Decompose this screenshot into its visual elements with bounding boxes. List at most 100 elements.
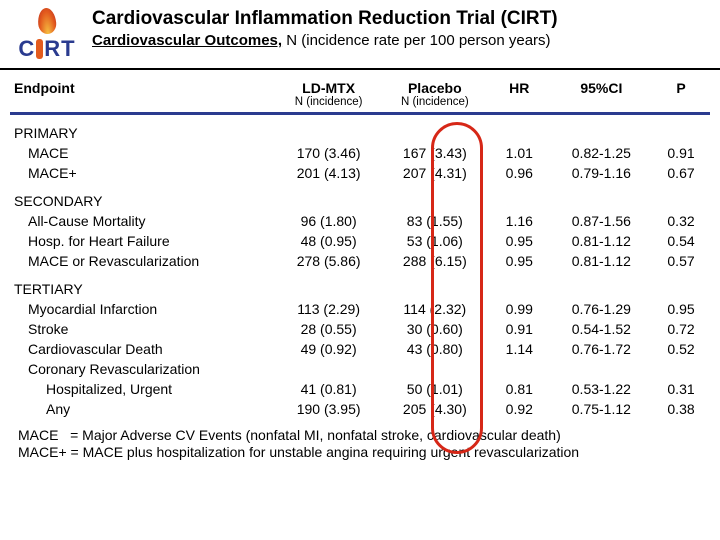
table-row: MACE170 (3.46)167 (3.43)1.010.82-1.250.9… xyxy=(10,143,710,163)
ci-cell: 0.82-1.25 xyxy=(551,143,652,163)
footnote-maceplus: MACE+ = MACE plus hospitalization for un… xyxy=(18,444,702,461)
ci-cell: 0.79-1.16 xyxy=(551,163,652,183)
ldmtx-cell xyxy=(276,359,382,379)
ldmtx-cell: 28 (0.55) xyxy=(276,319,382,339)
endpoint-cell: Hosp. for Heart Failure xyxy=(10,231,276,251)
endpoint-cell: Coronary Revascularization xyxy=(10,359,276,379)
p-cell: 0.95 xyxy=(652,299,710,319)
section-label: PRIMARY xyxy=(10,114,276,144)
logo-i-flame-icon xyxy=(36,39,43,59)
ci-cell: 0.81-1.12 xyxy=(551,251,652,271)
hr-cell: 0.81 xyxy=(488,379,551,399)
ldmtx-cell: 190 (3.95) xyxy=(276,399,382,419)
placebo-cell: 114 (2.32) xyxy=(382,299,488,319)
ci-cell: 0.54-1.52 xyxy=(551,319,652,339)
section-header-row: TERTIARY xyxy=(10,271,710,299)
table-body: PRIMARYMACE170 (3.46)167 (3.43)1.010.82-… xyxy=(10,114,710,420)
ci-cell: 0.87-1.56 xyxy=(551,211,652,231)
p-cell: 0.67 xyxy=(652,163,710,183)
header: C RT Cardiovascular Inflammation Reducti… xyxy=(0,0,720,70)
placebo-cell: 50 (1.01) xyxy=(382,379,488,399)
titles: Cardiovascular Inflammation Reduction Tr… xyxy=(92,8,708,49)
table-row: Cardiovascular Death49 (0.92)43 (0.80)1.… xyxy=(10,339,710,359)
p-cell: 0.32 xyxy=(652,211,710,231)
section-label: SECONDARY xyxy=(10,183,276,211)
endpoint-cell: Myocardial Infarction xyxy=(10,299,276,319)
p-cell xyxy=(652,359,710,379)
hr-cell: 1.14 xyxy=(488,339,551,359)
subtitle-rest: N (incidence rate per 100 person years) xyxy=(282,32,550,49)
table-row: MACE+201 (4.13)207 (4.31)0.960.79-1.160.… xyxy=(10,163,710,183)
ldmtx-cell: 96 (1.80) xyxy=(276,211,382,231)
p-cell: 0.31 xyxy=(652,379,710,399)
col-endpoint-label: Endpoint xyxy=(14,80,75,96)
col-endpoint: Endpoint xyxy=(10,76,276,114)
placebo-cell xyxy=(382,359,488,379)
col-hr-label: HR xyxy=(509,80,529,96)
section-header-row: SECONDARY xyxy=(10,183,710,211)
logo-rt: RT xyxy=(44,36,75,62)
table-header-row: Endpoint LD-MTXN (incidence) PlaceboN (i… xyxy=(10,76,710,114)
placebo-cell: 167 (3.43) xyxy=(382,143,488,163)
hr-cell xyxy=(488,359,551,379)
p-cell: 0.52 xyxy=(652,339,710,359)
hr-cell: 1.01 xyxy=(488,143,551,163)
placebo-cell: 30 (0.60) xyxy=(382,319,488,339)
hr-cell: 0.99 xyxy=(488,299,551,319)
hr-cell: 1.16 xyxy=(488,211,551,231)
placebo-cell: 83 (1.55) xyxy=(382,211,488,231)
placebo-cell: 53 (1.06) xyxy=(382,231,488,251)
table-row: All-Cause Mortality96 (1.80)83 (1.55)1.1… xyxy=(10,211,710,231)
p-cell: 0.91 xyxy=(652,143,710,163)
hr-cell: 0.91 xyxy=(488,319,551,339)
hr-cell: 0.95 xyxy=(488,251,551,271)
ci-cell xyxy=(551,359,652,379)
col-p-label: P xyxy=(676,80,685,96)
ci-cell: 0.75-1.12 xyxy=(551,399,652,419)
logo-text: C RT xyxy=(18,36,75,62)
col-hr: HR xyxy=(488,76,551,114)
col-p: P xyxy=(652,76,710,114)
endpoint-cell: MACE+ xyxy=(10,163,276,183)
col-ldmtx: LD-MTXN (incidence) xyxy=(276,76,382,114)
p-cell: 0.57 xyxy=(652,251,710,271)
ci-cell: 0.81-1.12 xyxy=(551,231,652,251)
table-row: Stroke28 (0.55)30 (0.60)0.910.54-1.520.7… xyxy=(10,319,710,339)
endpoint-cell: MACE xyxy=(10,143,276,163)
table-row: Hosp. for Heart Failure48 (0.95)53 (1.06… xyxy=(10,231,710,251)
ldmtx-cell: 48 (0.95) xyxy=(276,231,382,251)
ldmtx-cell: 49 (0.92) xyxy=(276,339,382,359)
subtitle-underlined: Cardiovascular Outcomes, xyxy=(92,32,282,49)
table-container: Endpoint LD-MTXN (incidence) PlaceboN (i… xyxy=(0,70,720,419)
table-row: Any190 (3.95)205 (4.30)0.920.75-1.120.38 xyxy=(10,399,710,419)
footnotes: MACE = Major Adverse CV Events (nonfatal… xyxy=(0,419,720,461)
placebo-cell: 207 (4.31) xyxy=(382,163,488,183)
p-cell: 0.38 xyxy=(652,399,710,419)
hr-cell: 0.95 xyxy=(488,231,551,251)
col-ci: 95%CI xyxy=(551,76,652,114)
col-ci-label: 95%CI xyxy=(580,80,622,96)
col-placebo: PlaceboN (incidence) xyxy=(382,76,488,114)
col-placebo-sub: N (incidence) xyxy=(386,96,484,108)
placebo-cell: 43 (0.80) xyxy=(382,339,488,359)
ldmtx-cell: 113 (2.29) xyxy=(276,299,382,319)
ldmtx-cell: 41 (0.81) xyxy=(276,379,382,399)
col-ldmtx-label: LD-MTX xyxy=(302,80,355,96)
page-subtitle: Cardiovascular Outcomes, N (incidence ra… xyxy=(92,32,708,49)
ci-cell: 0.76-1.29 xyxy=(551,299,652,319)
outcomes-table: Endpoint LD-MTXN (incidence) PlaceboN (i… xyxy=(10,76,710,419)
section-label: TERTIARY xyxy=(10,271,276,299)
ldmtx-cell: 170 (3.46) xyxy=(276,143,382,163)
ci-cell: 0.53-1.22 xyxy=(551,379,652,399)
p-cell: 0.72 xyxy=(652,319,710,339)
flame-icon xyxy=(37,7,57,34)
cirt-logo: C RT xyxy=(12,8,82,64)
placebo-cell: 288 (6.15) xyxy=(382,251,488,271)
endpoint-cell: MACE or Revascularization xyxy=(10,251,276,271)
page-title: Cardiovascular Inflammation Reduction Tr… xyxy=(92,8,708,30)
col-placebo-label: Placebo xyxy=(408,80,462,96)
table-row: MACE or Revascularization278 (5.86)288 (… xyxy=(10,251,710,271)
col-ldmtx-sub: N (incidence) xyxy=(280,96,378,108)
endpoint-cell: All-Cause Mortality xyxy=(10,211,276,231)
endpoint-cell: Hospitalized, Urgent xyxy=(10,379,276,399)
